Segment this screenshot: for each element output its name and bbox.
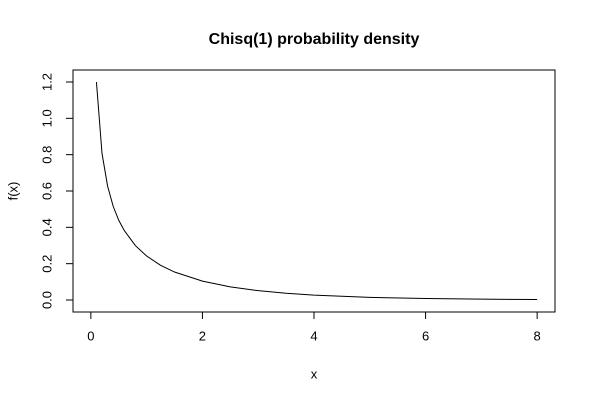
plot-box: [72, 69, 556, 313]
y-tick-label: 1.0: [39, 109, 54, 127]
y-tick-label: 0.8: [39, 146, 54, 164]
y-tick-label: 0.6: [39, 182, 54, 200]
x-tick-label: 4: [310, 328, 317, 343]
y-tick-label: 0.2: [39, 255, 54, 273]
x-tick-label: 6: [422, 328, 429, 343]
x-axis-label: x: [311, 366, 318, 381]
line-series: [95, 81, 538, 301]
y-axis-label: f(x): [5, 182, 20, 201]
chart-title: Chisq(1) probability density: [209, 31, 420, 48]
x-tick-label: 2: [199, 328, 206, 343]
y-tick-label: 0.0: [39, 291, 54, 309]
y-tick-label: 1.2: [39, 73, 54, 91]
x-tick-label: 8: [534, 328, 541, 343]
y-tick-label: 0.4: [39, 218, 54, 236]
x-tick-label: 0: [87, 328, 94, 343]
